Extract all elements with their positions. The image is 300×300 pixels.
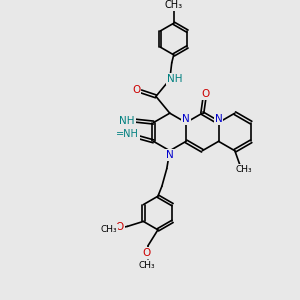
Text: CH₃: CH₃ [165, 0, 183, 11]
Text: CH₃: CH₃ [139, 261, 155, 270]
Text: CH₃: CH₃ [100, 225, 117, 234]
Text: NH: NH [119, 116, 135, 126]
Text: O: O [132, 85, 140, 95]
Text: N: N [215, 114, 222, 124]
Text: CH₃: CH₃ [236, 165, 252, 174]
Text: N: N [166, 150, 174, 160]
Text: O: O [116, 222, 124, 232]
Text: =NH: =NH [116, 129, 139, 140]
Text: NH: NH [167, 74, 182, 84]
Text: O: O [142, 248, 150, 258]
Text: O: O [201, 89, 209, 99]
Text: N: N [182, 114, 190, 124]
